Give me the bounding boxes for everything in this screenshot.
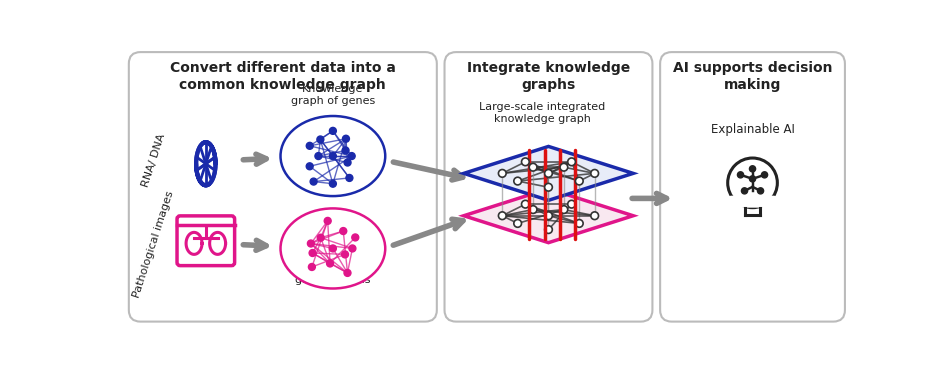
Circle shape: [324, 218, 332, 224]
Circle shape: [568, 200, 576, 208]
Circle shape: [344, 269, 351, 276]
Circle shape: [762, 172, 768, 178]
Text: Large-scale integrated
knowledge graph: Large-scale integrated knowledge graph: [479, 102, 605, 124]
Circle shape: [309, 249, 316, 256]
Circle shape: [568, 158, 576, 166]
Circle shape: [560, 164, 568, 171]
Circle shape: [514, 177, 522, 185]
Polygon shape: [464, 147, 634, 200]
Circle shape: [327, 260, 333, 267]
Circle shape: [308, 240, 314, 247]
Text: RNA/ DNA: RNA/ DNA: [141, 132, 167, 188]
Polygon shape: [464, 189, 634, 243]
Circle shape: [315, 152, 322, 159]
Circle shape: [309, 263, 315, 270]
Circle shape: [591, 212, 598, 219]
Text: Integrate knowledge
graphs: Integrate knowledge graphs: [466, 61, 630, 91]
Circle shape: [576, 177, 583, 185]
Circle shape: [576, 219, 583, 227]
Circle shape: [317, 234, 324, 241]
Circle shape: [560, 206, 568, 213]
FancyBboxPatch shape: [728, 196, 777, 208]
Circle shape: [342, 251, 349, 258]
Circle shape: [544, 169, 552, 177]
Circle shape: [741, 188, 748, 194]
Text: Knowledge
graph of cells: Knowledge graph of cells: [295, 263, 370, 285]
Circle shape: [728, 158, 777, 208]
Circle shape: [317, 136, 324, 143]
Text: Pathological images: Pathological images: [131, 190, 176, 299]
Circle shape: [591, 169, 598, 177]
Circle shape: [499, 212, 506, 219]
Polygon shape: [186, 232, 202, 254]
Circle shape: [306, 142, 314, 149]
Circle shape: [529, 164, 537, 171]
Circle shape: [522, 158, 529, 166]
Circle shape: [330, 180, 336, 187]
Circle shape: [349, 152, 355, 159]
Ellipse shape: [280, 208, 386, 289]
FancyBboxPatch shape: [129, 52, 437, 322]
Text: AI supports decision
making: AI supports decision making: [673, 61, 832, 91]
Circle shape: [330, 245, 336, 252]
Ellipse shape: [280, 116, 386, 196]
Circle shape: [544, 226, 552, 233]
Circle shape: [343, 135, 350, 142]
Circle shape: [544, 212, 552, 219]
Circle shape: [330, 127, 336, 134]
Circle shape: [529, 206, 537, 213]
Circle shape: [544, 184, 552, 191]
Circle shape: [310, 178, 317, 185]
Circle shape: [344, 159, 351, 166]
Circle shape: [499, 169, 506, 177]
Circle shape: [349, 245, 356, 252]
Text: Knowledge
graph of genes: Knowledge graph of genes: [291, 84, 375, 106]
Circle shape: [750, 176, 755, 182]
Circle shape: [342, 147, 349, 154]
FancyBboxPatch shape: [660, 52, 845, 322]
FancyBboxPatch shape: [445, 52, 653, 322]
Circle shape: [340, 228, 347, 235]
Circle shape: [330, 152, 336, 159]
Circle shape: [750, 166, 755, 172]
Polygon shape: [210, 232, 225, 254]
Text: Convert different data into a
common knowledge graph: Convert different data into a common kno…: [170, 61, 396, 91]
Circle shape: [346, 175, 352, 181]
Circle shape: [352, 234, 359, 241]
Circle shape: [737, 172, 744, 178]
Circle shape: [306, 163, 314, 170]
Circle shape: [522, 200, 529, 208]
FancyBboxPatch shape: [177, 216, 235, 266]
Circle shape: [514, 219, 522, 227]
Circle shape: [757, 188, 764, 194]
Text: Explainable AI: Explainable AI: [711, 123, 794, 136]
